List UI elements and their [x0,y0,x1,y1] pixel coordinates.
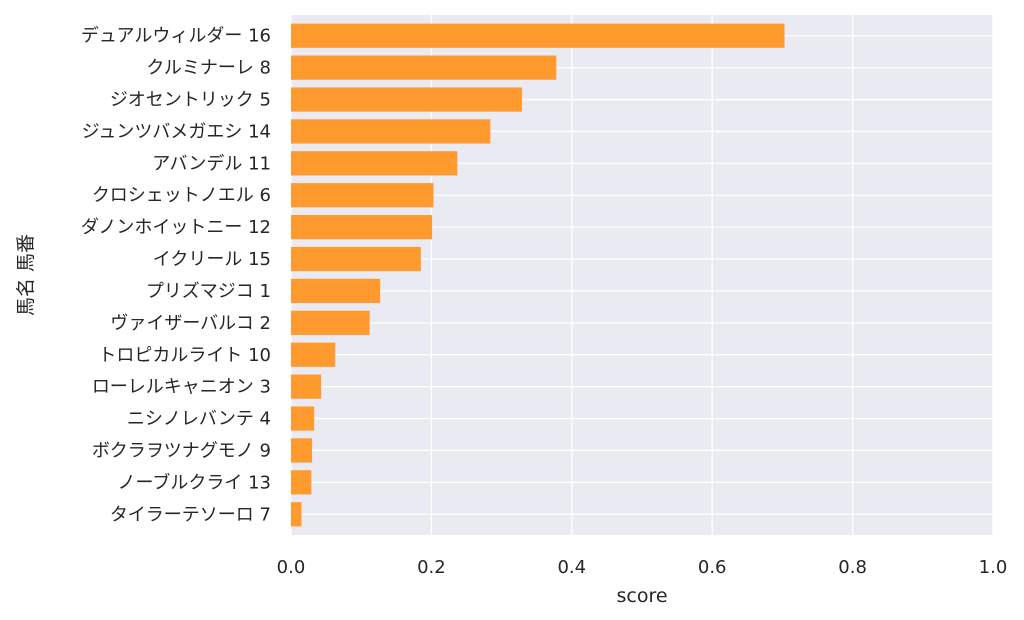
category-label: ヴァイザーバルコ 2 [110,313,271,334]
x-tick-labels: 0.0 0.2 0.4 0.6 0.8 1.0 [277,557,1008,578]
x-tick-label: 0.6 [698,557,727,578]
bar [291,438,313,463]
bar [291,470,312,495]
bar [291,215,433,240]
x-tick-label: 0.8 [838,557,867,578]
x-tick-label: 0.4 [557,557,586,578]
category-label: ニシノレバンテ 4 [127,409,271,430]
bar [291,119,491,144]
category-label: ジオセントリック 5 [110,90,271,111]
bar [291,310,370,335]
bar [291,183,434,208]
bar [291,374,322,399]
bar [291,151,458,176]
bars [291,23,785,527]
y-axis-title: 馬名 馬番 [15,234,37,316]
bar [291,87,522,112]
x-axis-title: score [616,585,667,607]
category-label: トロピカルライト 10 [98,345,271,366]
bar [291,246,421,272]
bar [291,55,557,80]
x-tick-label: 1.0 [979,557,1008,578]
bar [291,342,336,367]
category-label: ボクラヲツナグモノ 9 [92,440,271,461]
category-label: デュアルウィルダー 16 [81,26,271,47]
bar [291,278,381,304]
bar [291,502,302,527]
x-tick-label: 0.2 [417,557,446,578]
category-label: プリズマジコ 1 [146,281,271,302]
category-label: クルミナーレ 8 [146,58,271,79]
category-label: ノーブルクライ 13 [117,471,271,493]
category-label: タイラーテソーロ 7 [110,504,271,525]
category-label: クロシェットノエル 6 [92,185,271,206]
x-tick-label: 0.0 [277,557,306,578]
category-label: イクリール 15 [153,249,271,270]
category-label: ジュンツバメガエシ 14 [82,121,271,142]
category-label: ローレルキャニオン 3 [92,377,271,398]
bar [291,23,785,48]
category-labels: デュアルウィルダー 16 クルミナーレ 8 ジオセントリック 5 ジュンツバメガエシ … [81,26,271,526]
category-label: アバンデル 11 [152,153,271,174]
bar [291,406,315,431]
category-label: ダノンホイットニー 12 [81,217,271,238]
